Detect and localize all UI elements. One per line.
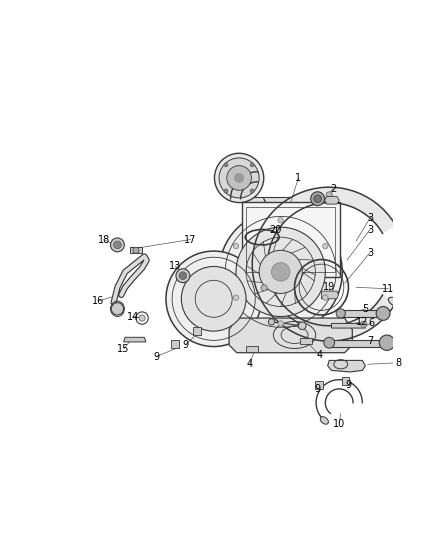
- Circle shape: [224, 189, 228, 193]
- Circle shape: [272, 263, 290, 281]
- Text: 3: 3: [367, 248, 373, 257]
- Text: 14: 14: [127, 311, 139, 321]
- Circle shape: [250, 163, 254, 167]
- Text: 17: 17: [184, 235, 197, 245]
- Text: 10: 10: [333, 418, 345, 429]
- Circle shape: [113, 241, 121, 249]
- Text: 12: 12: [356, 317, 368, 327]
- Circle shape: [166, 251, 261, 346]
- Ellipse shape: [389, 297, 403, 308]
- Circle shape: [314, 195, 321, 203]
- Circle shape: [324, 337, 335, 348]
- Polygon shape: [171, 341, 179, 348]
- Circle shape: [250, 189, 254, 193]
- Polygon shape: [321, 291, 339, 299]
- Polygon shape: [246, 346, 258, 352]
- Polygon shape: [315, 381, 323, 389]
- Text: 3: 3: [367, 224, 373, 235]
- Polygon shape: [130, 247, 142, 253]
- Circle shape: [278, 217, 283, 223]
- Circle shape: [376, 306, 390, 320]
- Circle shape: [233, 295, 239, 301]
- Circle shape: [179, 272, 187, 280]
- Polygon shape: [300, 338, 312, 344]
- Circle shape: [261, 285, 267, 291]
- Circle shape: [234, 173, 244, 182]
- Circle shape: [111, 303, 124, 315]
- Text: 9: 9: [346, 380, 352, 390]
- Polygon shape: [328, 360, 365, 372]
- Circle shape: [224, 163, 228, 167]
- Circle shape: [133, 247, 139, 253]
- Text: 11: 11: [382, 284, 395, 294]
- Polygon shape: [342, 377, 349, 385]
- Text: 3: 3: [367, 213, 373, 223]
- Circle shape: [215, 154, 264, 203]
- Circle shape: [326, 192, 332, 198]
- Circle shape: [278, 321, 283, 326]
- Text: 8: 8: [396, 358, 402, 368]
- Circle shape: [298, 322, 306, 329]
- Circle shape: [181, 266, 246, 331]
- Circle shape: [236, 227, 325, 317]
- Circle shape: [268, 319, 275, 325]
- PathPatch shape: [252, 187, 396, 341]
- Polygon shape: [193, 327, 201, 335]
- Text: 7: 7: [367, 336, 373, 346]
- Circle shape: [139, 315, 145, 321]
- Text: 20: 20: [269, 224, 282, 235]
- Circle shape: [176, 269, 190, 282]
- Circle shape: [379, 335, 395, 350]
- Circle shape: [219, 210, 342, 334]
- Circle shape: [311, 192, 325, 206]
- Circle shape: [219, 158, 259, 198]
- Text: 16: 16: [92, 296, 104, 306]
- Text: 19: 19: [323, 282, 336, 292]
- Polygon shape: [332, 324, 365, 328]
- Text: 9: 9: [314, 384, 321, 394]
- Ellipse shape: [320, 417, 328, 424]
- Text: 15: 15: [117, 344, 130, 354]
- Text: 4: 4: [247, 359, 253, 369]
- Circle shape: [336, 309, 346, 318]
- Circle shape: [361, 321, 367, 327]
- Text: 5: 5: [362, 304, 368, 314]
- Text: 13: 13: [169, 261, 181, 271]
- Polygon shape: [243, 197, 339, 203]
- FancyBboxPatch shape: [242, 202, 339, 277]
- Text: 6: 6: [368, 318, 374, 328]
- Text: 18: 18: [98, 235, 110, 245]
- Text: 2: 2: [330, 184, 336, 193]
- Polygon shape: [229, 318, 352, 353]
- Circle shape: [323, 295, 328, 301]
- Polygon shape: [325, 196, 339, 204]
- Polygon shape: [329, 340, 387, 346]
- Text: 4: 4: [316, 350, 322, 360]
- Polygon shape: [124, 337, 146, 342]
- Circle shape: [259, 251, 302, 294]
- Circle shape: [323, 244, 328, 249]
- Circle shape: [233, 244, 239, 249]
- Circle shape: [227, 166, 251, 190]
- Text: 9: 9: [182, 340, 188, 350]
- Polygon shape: [341, 310, 383, 317]
- Text: 1: 1: [295, 173, 301, 183]
- Text: 9: 9: [153, 352, 159, 361]
- Circle shape: [110, 238, 124, 252]
